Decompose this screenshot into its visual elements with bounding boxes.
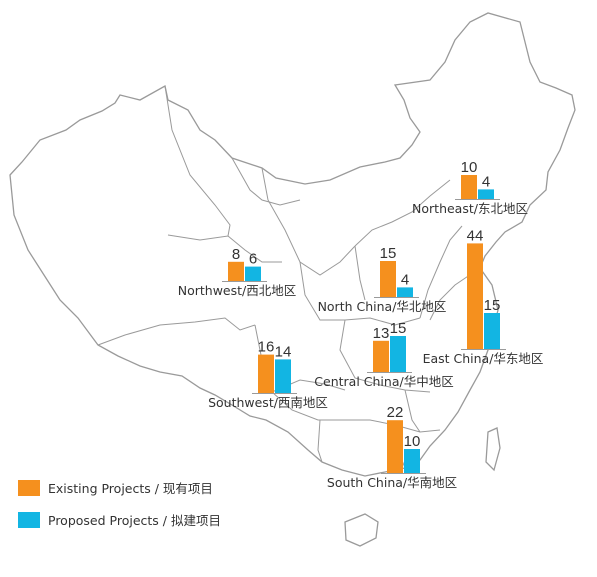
value-proposed-south-china: 10: [404, 433, 421, 450]
china-outline: [9, 12, 576, 477]
legend-existing: Existing Projects / 现有项目: [18, 478, 213, 497]
region-label-east-china: East China/华东地区: [423, 351, 544, 366]
region-label-north-china: North China/华北地区: [318, 299, 447, 314]
bar-existing-central-china: [373, 340, 389, 372]
value-proposed-east-china: 15: [484, 297, 501, 314]
bar-existing-southwest: [258, 354, 274, 393]
bar-proposed-east-china: [484, 313, 500, 349]
bar-proposed-southwest: [275, 359, 291, 393]
hainan-island: [344, 513, 379, 547]
value-proposed-southwest: 14: [275, 343, 292, 360]
legend-proposed-label: Proposed Projects / 拟建项目: [48, 513, 221, 528]
region-label-central-china: Central China/华中地区: [314, 374, 453, 389]
region-central-china: 13 15 Central China/华中地区: [314, 320, 453, 389]
value-proposed-north-china: 4: [401, 271, 409, 288]
region-label-northeast: Northeast/东北地区: [412, 201, 528, 216]
region-north-china: 154 North China/华北地区: [318, 245, 447, 314]
value-existing-northeast: 10: [461, 159, 478, 176]
legend-existing-swatch: [18, 479, 40, 496]
region-east-china: 44 15 East China/华东地区: [423, 227, 544, 366]
bar-proposed-north-china: [397, 287, 413, 297]
taiwan-island: [485, 427, 501, 472]
value-existing-northwest: 8: [232, 246, 240, 263]
region-label-northwest: Northwest/西北地区: [178, 283, 297, 298]
bar-existing-north-china: [380, 261, 396, 297]
bar-existing-northeast: [461, 175, 477, 199]
value-proposed-northeast: 4: [482, 173, 490, 190]
region-label-southwest: Southwest/西南地区: [208, 395, 328, 410]
region-southwest: 16 14 Southwest/西南地区: [208, 339, 328, 410]
bar-proposed-central-china: [390, 336, 406, 372]
region-northeast: 104 Northeast/东北地区: [412, 159, 528, 216]
region-label-south-china: South China/华南地区: [327, 475, 457, 490]
bar-proposed-south-china: [404, 449, 420, 473]
region-northwest: 8 6 Northwest/西北地区: [178, 246, 297, 298]
value-proposed-northwest: 6: [249, 251, 257, 268]
bar-existing-east-china: [467, 243, 483, 349]
value-existing-southwest: 16: [258, 339, 275, 356]
value-existing-north-china: 15: [380, 245, 397, 262]
value-existing-central-china: 13: [373, 325, 390, 342]
legend-proposed: Proposed Projects / 拟建项目: [18, 510, 221, 529]
bar-proposed-northwest: [245, 266, 261, 281]
bar-proposed-northeast: [478, 189, 494, 199]
legend-existing-label: Existing Projects / 现有项目: [48, 481, 213, 496]
bar-existing-northwest: [228, 261, 244, 281]
value-existing-south-china: 22: [387, 404, 404, 421]
legend-proposed-swatch: [18, 511, 40, 528]
value-proposed-central-china: 15: [390, 320, 407, 337]
value-existing-east-china: 44: [467, 227, 484, 244]
bar-existing-south-china: [387, 420, 403, 473]
